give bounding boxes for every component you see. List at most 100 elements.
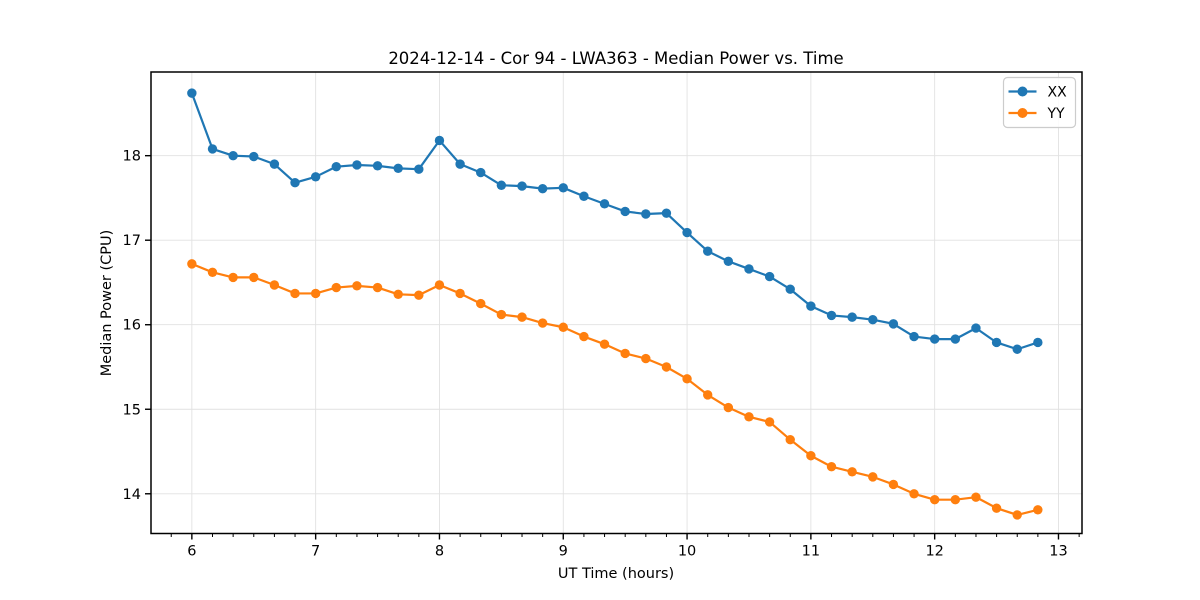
series-yy-marker: [785, 434, 795, 445]
series-yy-marker: [723, 402, 734, 413]
series-xx-marker: [888, 319, 899, 329]
legend-label-xx: XX: [1048, 85, 1068, 101]
series-xx-marker: [744, 264, 754, 274]
series-yy-marker: [991, 503, 1002, 513]
series-yy-marker: [847, 467, 857, 477]
series-yy-marker: [868, 472, 878, 482]
x-tick-label: 6: [187, 544, 196, 560]
series-yy-marker: [372, 282, 383, 293]
series-yy-marker: [207, 267, 218, 278]
series-xx-marker: [661, 208, 672, 218]
series-yy-marker: [744, 412, 754, 422]
series-xx-marker: [620, 206, 630, 217]
series-xx-marker: [187, 88, 197, 98]
series-yy-marker: [1012, 510, 1022, 520]
y-tick-label: 14: [123, 487, 141, 503]
series-yy-marker: [764, 417, 775, 427]
series-xx-marker: [991, 337, 1002, 348]
series-yy-marker: [352, 281, 362, 291]
series-xx-marker: [455, 159, 465, 169]
series-xx-marker: [950, 334, 961, 344]
series-yy-marker: [682, 374, 692, 384]
series-xx-marker: [826, 310, 837, 321]
series-xx-marker: [414, 164, 424, 174]
series-yy-marker: [579, 331, 589, 342]
series-xx-marker: [290, 178, 300, 188]
legend: XX YY: [1002, 76, 1077, 129]
series-yy-marker: [971, 492, 981, 502]
series-yy-marker: [249, 272, 259, 283]
series-yy-marker: [496, 309, 507, 320]
series-yy-marker: [826, 462, 837, 472]
series-yy-marker: [888, 479, 899, 490]
series-yy-marker: [434, 280, 445, 290]
legend-sample-marker: [1017, 108, 1028, 118]
series-xx-marker: [537, 183, 548, 194]
series-yy-marker: [641, 353, 651, 364]
series-yy-marker: [599, 339, 610, 349]
series-xx-marker: [579, 191, 589, 201]
legend-sample-marker: [1017, 86, 1028, 97]
series-xx-marker: [434, 135, 445, 146]
series-xx-marker: [703, 246, 713, 256]
series-xx-marker: [641, 209, 651, 219]
series-yy-marker: [620, 348, 630, 359]
series-layer: [187, 88, 1043, 520]
axes-layer: 6 7 8 9 10 11 12 13 14 15 16 17 18: [123, 71, 1083, 560]
series-yy-marker: [310, 288, 321, 299]
series-xx-marker: [847, 312, 857, 322]
series-xx-marker: [599, 199, 610, 209]
y-tick-label: 17: [123, 233, 141, 249]
series-yy-marker: [393, 289, 403, 299]
x-tick-label: 9: [559, 544, 568, 560]
x-tick-label: 11: [802, 544, 820, 560]
series-xx-marker: [331, 161, 341, 172]
series-yy-marker: [909, 489, 919, 499]
series-xx-marker: [806, 301, 816, 311]
series-xx-marker: [207, 144, 218, 154]
series-yy-marker: [1033, 505, 1043, 515]
series-yy-marker: [455, 288, 465, 299]
series-xx-marker: [785, 284, 795, 294]
series-xx-marker: [393, 163, 403, 174]
series-xx-marker: [476, 167, 486, 178]
series-xx-marker: [868, 314, 878, 325]
plot-border: [150, 71, 1083, 535]
series-xx-marker: [269, 159, 280, 169]
series-xx-marker: [310, 172, 321, 182]
series-yy-marker: [517, 312, 527, 322]
series-xx-marker: [228, 150, 238, 161]
series-yy-marker: [269, 280, 280, 290]
series-yy-marker: [187, 259, 197, 269]
series-xx-marker: [723, 256, 734, 267]
series-yy-marker: [703, 390, 713, 400]
y-axis-label: Median Power (CPU): [99, 230, 115, 377]
x-tick-label: 13: [1049, 544, 1067, 560]
series-yy-marker: [414, 290, 424, 300]
series-yy-marker: [661, 362, 672, 372]
series-xx-marker: [352, 160, 362, 170]
series-xx-marker: [909, 331, 919, 342]
series-yy-marker: [290, 288, 300, 299]
series-xx-line: [190, 92, 1039, 351]
series-xx-marker: [1012, 344, 1022, 354]
x-axis-label: UT Time (hours): [558, 566, 674, 582]
series-xx-marker: [682, 227, 692, 238]
series-yy-marker: [950, 494, 961, 505]
series-xx-marker: [558, 183, 568, 193]
series-yy-marker: [537, 318, 548, 328]
series-yy-marker: [331, 282, 341, 293]
series-xx-marker: [517, 181, 527, 191]
series-yy-marker: [228, 272, 238, 283]
chart-title: 2024-12-14 - Cor 94 - LWA363 - Median Po…: [388, 49, 843, 68]
x-tick-label: 8: [435, 544, 444, 560]
series-yy-marker: [806, 451, 816, 461]
series-xx-marker: [764, 271, 775, 282]
y-tick-label: 15: [123, 402, 141, 418]
y-tick-label: 18: [123, 149, 141, 165]
legend-label-yy: YY: [1047, 106, 1066, 122]
x-tick-label: 7: [311, 544, 320, 560]
series-xx-marker: [372, 161, 383, 171]
grid-layer: [151, 72, 1082, 534]
